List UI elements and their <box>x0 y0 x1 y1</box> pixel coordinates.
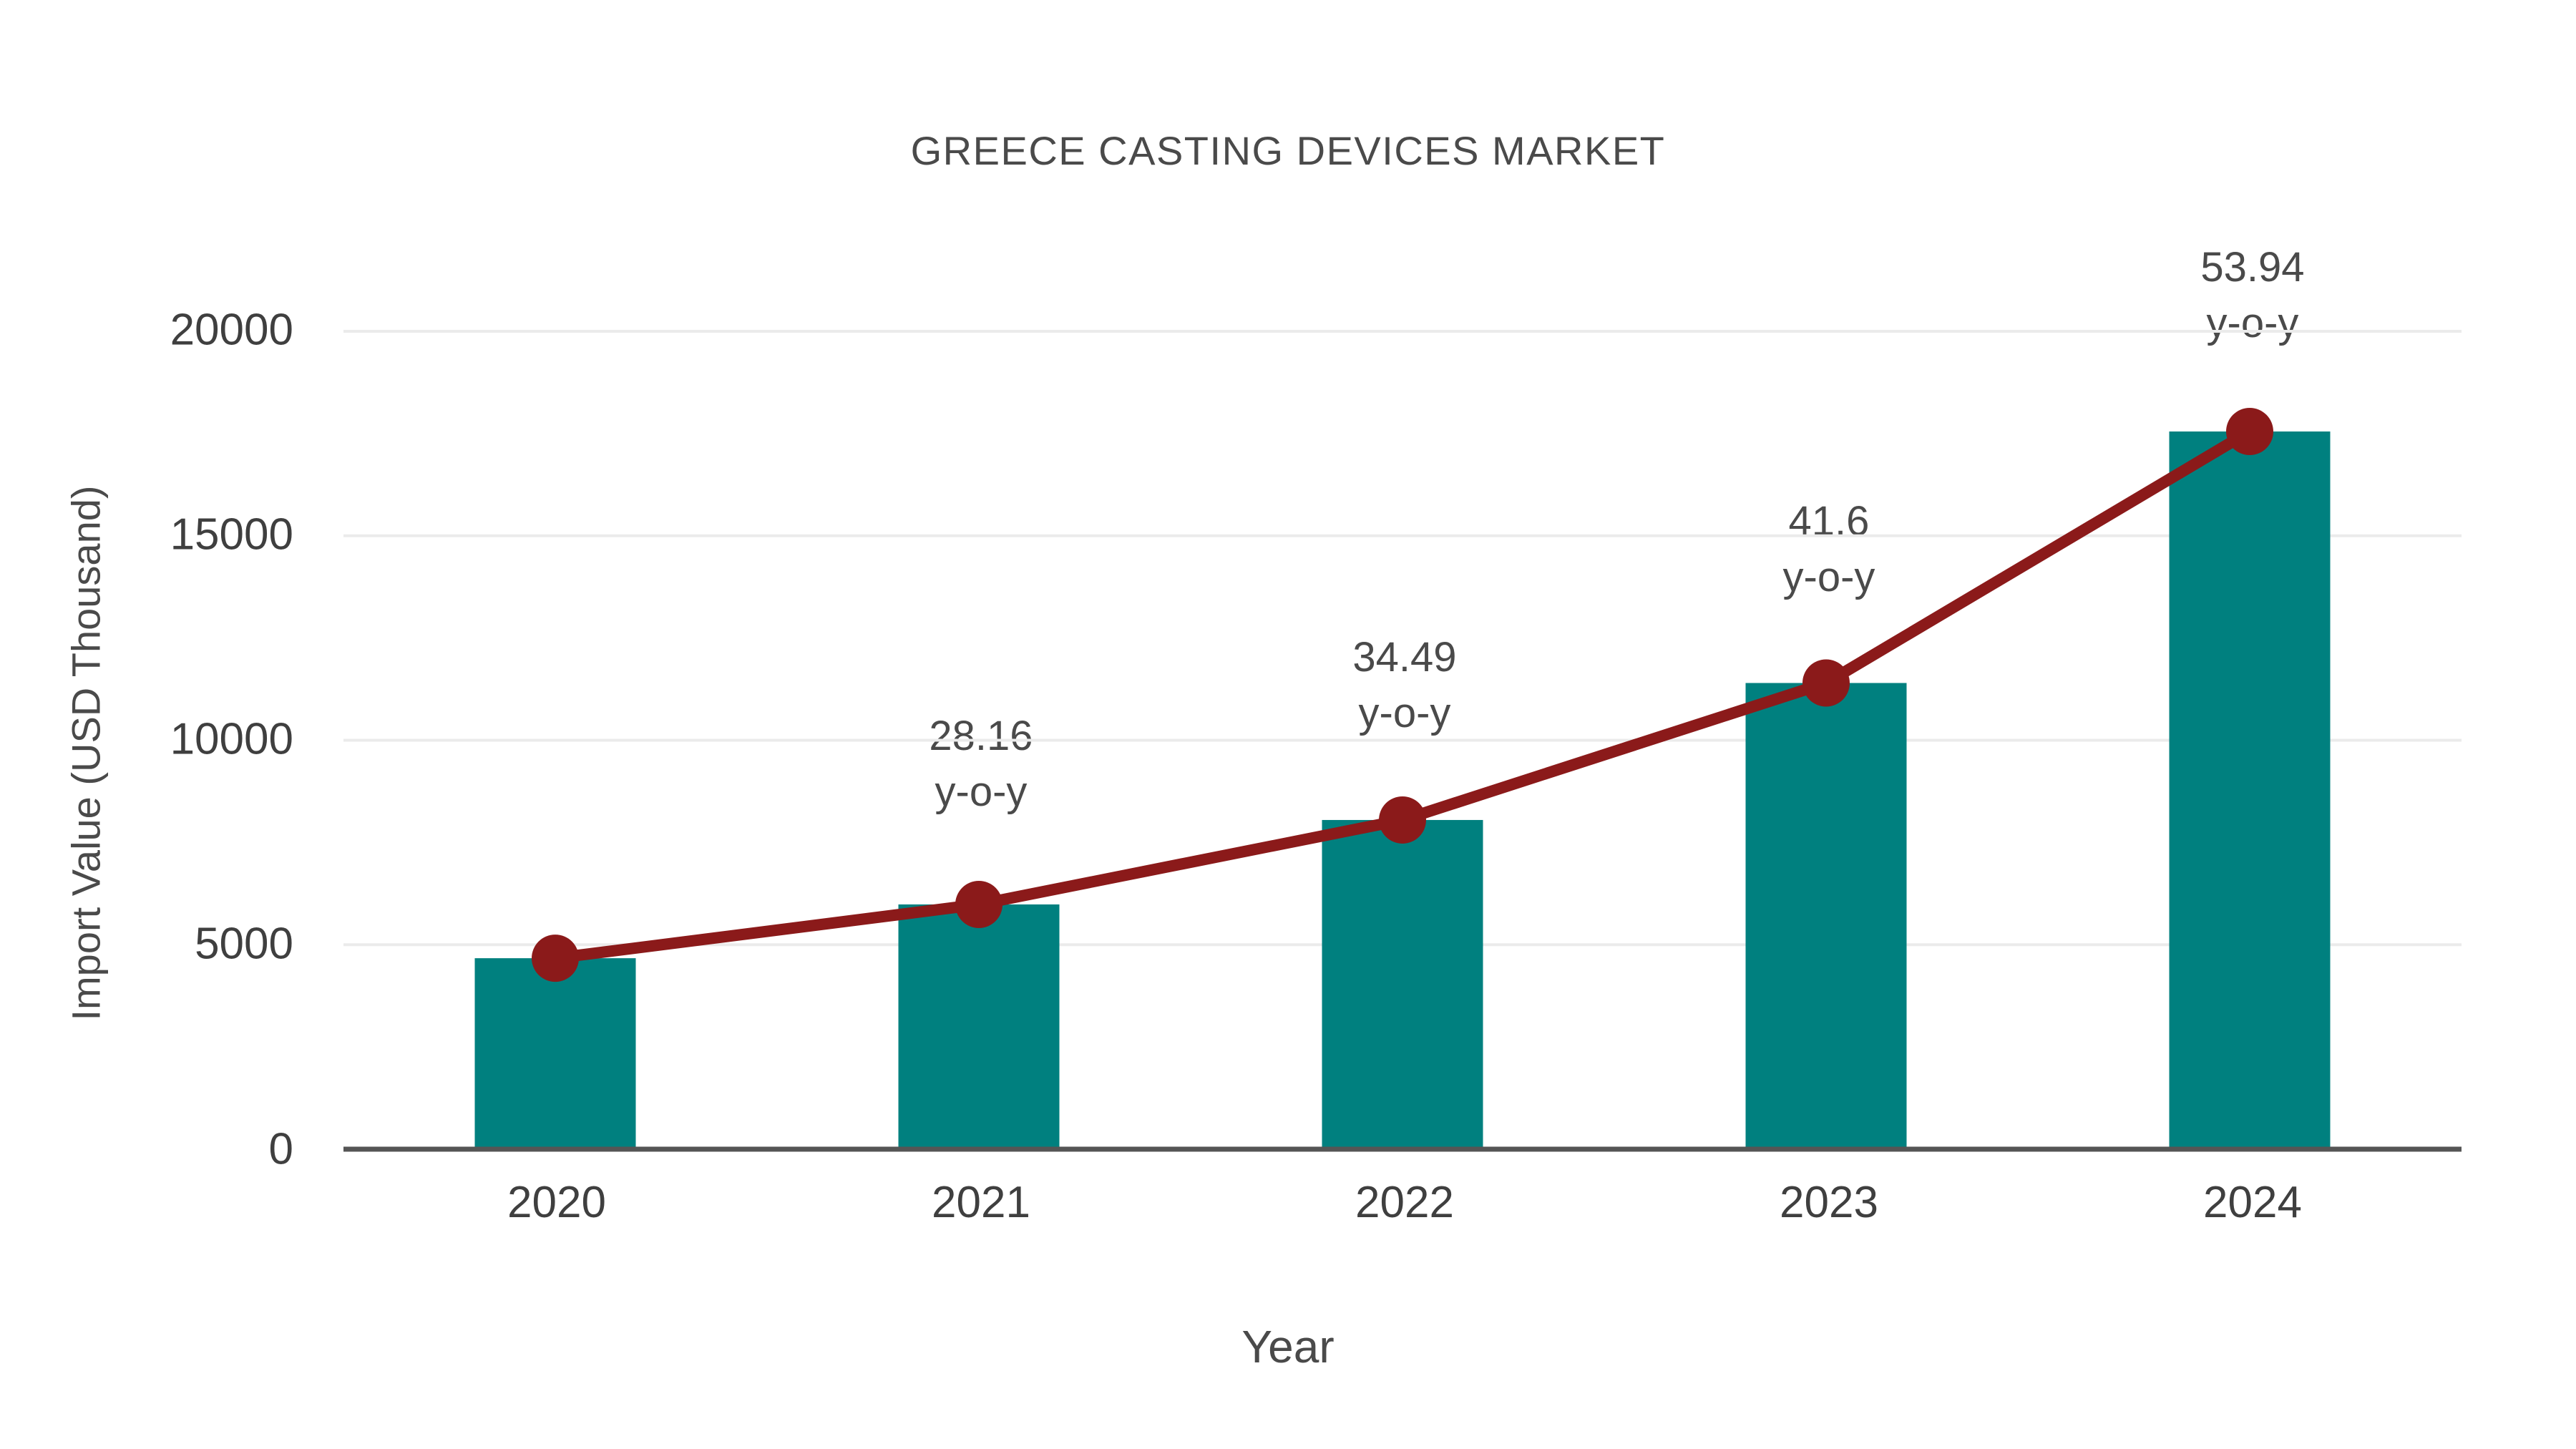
bar-2023 <box>1745 683 1907 1149</box>
x-tick-label-2024: 2024 <box>2203 1178 2302 1227</box>
data-label-2024-unit: y-o-y <box>2206 300 2299 347</box>
bar-series <box>474 431 2331 1149</box>
bar-2020 <box>474 958 636 1149</box>
marker-2021 <box>955 880 1002 928</box>
bar-2022 <box>1322 819 1483 1149</box>
trend-markers <box>532 408 2273 982</box>
bar-2021 <box>898 904 1060 1149</box>
x-tick-label-2022: 2022 <box>1355 1178 1454 1227</box>
plot-area <box>343 329 2462 1152</box>
y-tick-label-5000: 5000 <box>195 919 293 969</box>
y-tick-label-20000: 20000 <box>170 305 293 355</box>
marker-2020 <box>532 935 579 982</box>
data-label-2022-value: 34.49 <box>1352 634 1457 680</box>
data-label-2021-value: 28.16 <box>929 713 1033 759</box>
y-tick-label-10000: 10000 <box>170 714 293 764</box>
data-label-2023-unit: y-o-y <box>1782 554 1875 601</box>
bar-2024 <box>2169 431 2331 1149</box>
data-label-2022-unit: y-o-y <box>1358 690 1451 737</box>
x-tick-label-2020: 2020 <box>507 1178 606 1227</box>
data-label-2021: 28.16 y-o-y <box>816 708 1146 821</box>
data-label-2022: 34.49 y-o-y <box>1240 630 1569 742</box>
data-label-2021-unit: y-o-y <box>935 769 1028 816</box>
data-label-2024: 53.94 y-o-y <box>2088 240 2417 352</box>
marker-2022 <box>1379 796 1426 844</box>
chart-title: GREECE CASTING DEVICES MARKET <box>910 128 1666 173</box>
data-label-2024-value: 53.94 <box>2200 244 2305 291</box>
y-tick-label-0: 0 <box>268 1124 293 1174</box>
marker-2023 <box>1802 659 1850 707</box>
x-tick-label-2023: 2023 <box>1780 1178 1878 1227</box>
marker-2024 <box>2226 408 2273 456</box>
x-axis-title: Year <box>1241 1321 1335 1372</box>
plot-svg <box>343 330 2462 1152</box>
x-tick-label-2021: 2021 <box>932 1178 1030 1227</box>
y-tick-label-15000: 15000 <box>170 509 293 560</box>
